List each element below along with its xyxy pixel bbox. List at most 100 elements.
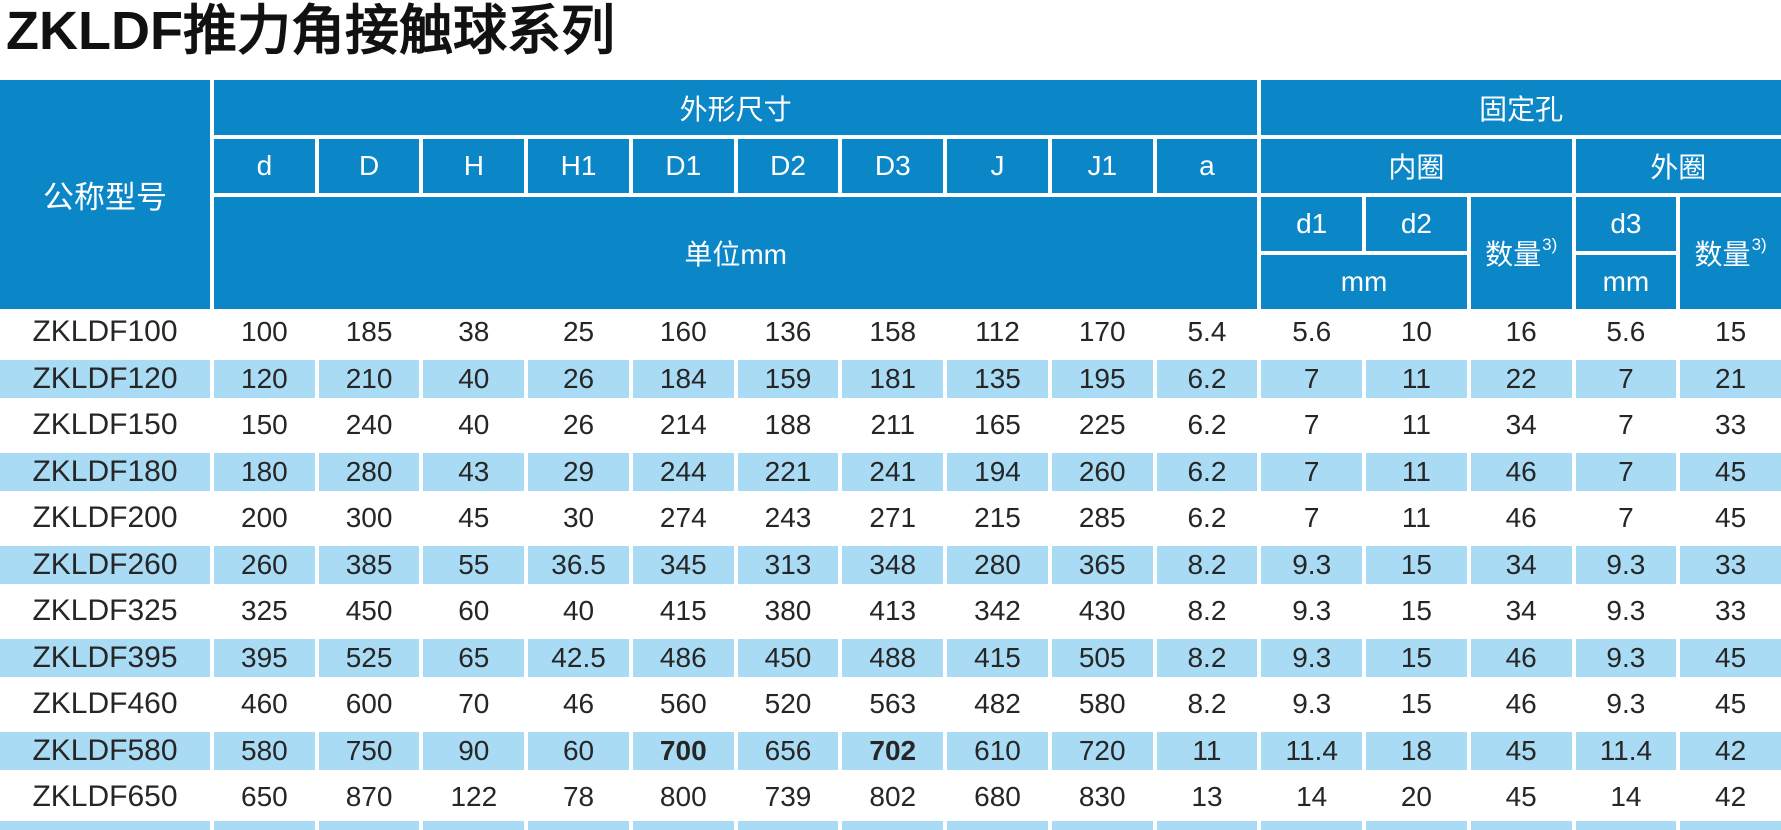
table-row: ZKLDF150 150 240 40 26 214 188 211 165 225 6.2 7 11 3… bbox=[0, 402, 1781, 449]
value-cell: 43 bbox=[423, 452, 525, 491]
value-cell: 345 bbox=[632, 545, 734, 584]
value-cell: 55 bbox=[423, 545, 525, 584]
value-cell: 188 bbox=[764, 409, 812, 441]
value-cell: 430 bbox=[1078, 595, 1126, 627]
outer-mm-unit: mm bbox=[1575, 255, 1677, 309]
value-cell: 7 bbox=[1303, 502, 1320, 534]
value-cell: 194 bbox=[947, 452, 1048, 491]
value-cell: 7 bbox=[1575, 359, 1677, 398]
value-cell: 7 bbox=[1261, 452, 1363, 491]
value-cell: 210 bbox=[318, 359, 420, 398]
value-cell: 240 bbox=[345, 409, 393, 441]
value-cell: 20 bbox=[1400, 781, 1432, 813]
value-cell: 33 bbox=[1715, 595, 1747, 627]
value-cell: 11 bbox=[1366, 452, 1467, 491]
value-cell: 90 bbox=[423, 731, 525, 770]
model-cell: ZKLDF325 bbox=[32, 594, 178, 628]
value-cell: 260 bbox=[214, 545, 315, 584]
value-cell: 313 bbox=[737, 545, 839, 584]
dim-col-header: D bbox=[318, 139, 420, 193]
model-cell: ZKLDF120 bbox=[0, 359, 210, 398]
value-cell: 6.2 bbox=[1156, 359, 1258, 398]
dim-col-header: D2 bbox=[737, 139, 839, 193]
value-cell: 36.5 bbox=[528, 545, 629, 584]
value-cell: 380 bbox=[764, 595, 812, 627]
value-cell: 450 bbox=[345, 595, 393, 627]
spec-table: 公称型号 外形尺寸 固定孔 d D H H1 D1 D2 D3 J J1 a 内… bbox=[0, 80, 1781, 830]
value-cell: 42.5 bbox=[528, 638, 629, 677]
value-cell: 6.2 bbox=[1187, 502, 1227, 534]
value-cell: 10 bbox=[1400, 316, 1432, 348]
value-cell: 600 bbox=[345, 688, 393, 720]
dim-col-header: d bbox=[214, 139, 315, 193]
value-cell: 150 bbox=[241, 409, 288, 441]
value-cell: 14 bbox=[1296, 781, 1328, 813]
model-cell: ZKLDF460 bbox=[32, 687, 178, 721]
value-cell: 46 bbox=[1505, 688, 1537, 720]
value-cell: 580 bbox=[1078, 688, 1126, 720]
value-cell: 38 bbox=[458, 316, 490, 348]
partial-row-cell bbox=[318, 820, 420, 830]
value-cell: 656 bbox=[737, 731, 839, 770]
value-cell: 9.3 bbox=[1606, 595, 1646, 627]
value-cell: 580 bbox=[214, 731, 315, 770]
value-cell: 325 bbox=[241, 595, 288, 627]
value-cell: 650 bbox=[241, 781, 288, 813]
table-row: ZKLDF325 325 450 60 40 415 380 413 342 430 8.2 9.3 1… bbox=[0, 588, 1781, 635]
value-cell: 11 bbox=[1401, 409, 1431, 441]
partial-row-cell bbox=[423, 820, 525, 830]
value-cell: 40 bbox=[562, 595, 595, 627]
value-cell: 7 bbox=[1575, 452, 1677, 491]
value-cell: 45 bbox=[1470, 731, 1572, 770]
value-cell: 170 bbox=[1078, 316, 1126, 348]
value-cell: 285 bbox=[1078, 502, 1126, 534]
value-cell: 6.2 bbox=[1156, 452, 1258, 491]
value-cell: 214 bbox=[659, 409, 707, 441]
value-cell: 46 bbox=[1470, 638, 1572, 677]
hole-col-header-d2: d2 bbox=[1366, 197, 1467, 251]
value-cell: 280 bbox=[947, 545, 1048, 584]
inner-ring-header: 内圈 bbox=[1261, 139, 1572, 193]
model-cell: ZKLDF395 bbox=[0, 638, 210, 677]
value-cell: 7 bbox=[1618, 502, 1634, 534]
value-cell: 243 bbox=[764, 502, 812, 534]
dim-col-header: D3 bbox=[842, 139, 944, 193]
value-cell: 225 bbox=[1078, 409, 1126, 441]
partial-row-cell bbox=[1470, 820, 1572, 830]
value-cell: 525 bbox=[318, 638, 420, 677]
partial-row-cell bbox=[842, 820, 944, 830]
table-row: ZKLDF200 200 300 45 30 274 243 271 215 285 6.2 7 11 4… bbox=[0, 495, 1781, 542]
value-cell: 680 bbox=[974, 781, 1021, 813]
table-row: ZKLDF120 120 210 40 26 184 159 181 135 195 6.2 7 11 2… bbox=[0, 356, 1781, 403]
value-cell: 136 bbox=[764, 316, 812, 348]
value-cell: 450 bbox=[737, 638, 839, 677]
value-cell: 342 bbox=[974, 595, 1021, 627]
value-cell: 45 bbox=[1680, 638, 1781, 677]
value-cell: 65 bbox=[423, 638, 525, 677]
value-cell: 159 bbox=[737, 359, 839, 398]
table-body: ZKLDF100 100 185 38 25 160 136 158 112 170 5.4 5.6 1… bbox=[0, 309, 1781, 821]
value-cell: 720 bbox=[1051, 731, 1153, 770]
value-cell: 702 bbox=[842, 731, 944, 770]
value-cell: 800 bbox=[659, 781, 707, 813]
fixing-holes-group-header: 固定孔 bbox=[1261, 80, 1781, 135]
partial-row-cell bbox=[214, 820, 315, 830]
value-cell: 45 bbox=[1680, 452, 1781, 491]
value-cell: 610 bbox=[947, 731, 1048, 770]
value-cell: 460 bbox=[241, 688, 288, 720]
value-cell: 6.2 bbox=[1187, 409, 1227, 441]
partial-row-cell bbox=[947, 820, 1048, 830]
model-cell: ZKLDF180 bbox=[0, 452, 210, 491]
qty-label: 数量 bbox=[1694, 239, 1751, 270]
value-cell: 211 bbox=[870, 409, 916, 441]
value-cell: 30 bbox=[562, 502, 595, 534]
value-cell: 413 bbox=[869, 595, 917, 627]
value-cell: 160 bbox=[659, 316, 707, 348]
value-cell: 739 bbox=[764, 781, 812, 813]
table-row: ZKLDF100 100 185 38 25 160 136 158 112 170 5.4 5.6 1… bbox=[0, 309, 1781, 356]
value-cell: 260 bbox=[1051, 452, 1153, 491]
value-cell: 7 bbox=[1261, 359, 1363, 398]
qty-label: 数量 bbox=[1485, 239, 1542, 270]
value-cell: 7 bbox=[1618, 409, 1634, 441]
